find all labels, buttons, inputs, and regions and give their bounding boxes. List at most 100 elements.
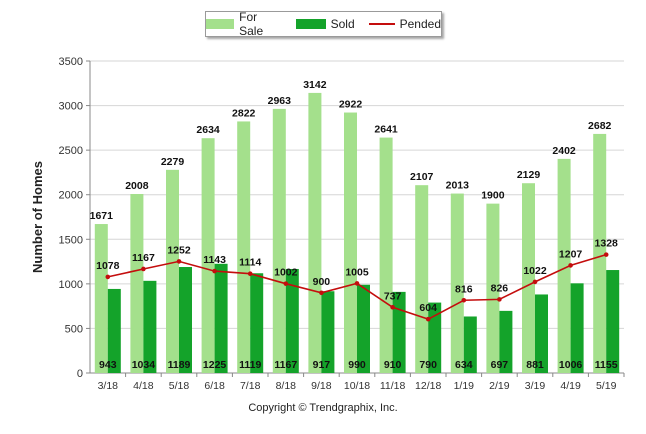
bar-for-sale <box>593 133 607 373</box>
bar-sold <box>463 316 477 373</box>
data-label-for-sale: 1900 <box>481 190 505 202</box>
legend: For Sale Sold Pended <box>205 10 442 38</box>
point-pended <box>354 281 360 286</box>
bar-for-sale <box>450 193 464 373</box>
point-pended <box>425 316 431 322</box>
data-label-for-sale: 2129 <box>517 169 541 181</box>
bar-for-sale <box>166 169 179 373</box>
legend-swatch-pended <box>368 23 395 25</box>
data-label-for-sale: 2822 <box>232 107 256 119</box>
data-label-for-sale: 2402 <box>552 145 576 157</box>
data-label-sold: 790 <box>419 359 437 371</box>
bar-sold <box>143 280 157 373</box>
bar-sold <box>357 284 370 373</box>
bar-sold <box>179 267 192 373</box>
data-label-pended: 1167 <box>132 252 155 264</box>
y-tick-label: 2000 <box>59 190 83 202</box>
x-tick-label: 1/19 <box>454 380 475 392</box>
data-label-for-sale: 2013 <box>446 180 470 192</box>
data-label-for-sale: 1671 <box>90 210 114 222</box>
legend-label-sold: Sold <box>330 17 355 31</box>
point-pended <box>247 271 253 276</box>
y-axis-title: Number of Homes <box>30 161 45 273</box>
data-label-pended: 1252 <box>167 244 191 256</box>
x-tick-label: 10/18 <box>344 380 370 392</box>
point-pended <box>176 259 182 264</box>
legend-swatch-for-sale <box>206 19 235 29</box>
y-tick-label: 0 <box>77 368 83 380</box>
x-tick-label: 7/18 <box>240 380 261 392</box>
x-tick-label: 3/18 <box>98 380 119 392</box>
y-tick-label: 3000 <box>59 101 83 113</box>
bar-for-sale <box>344 112 357 374</box>
bar-sold <box>214 263 228 373</box>
data-label-for-sale: 2008 <box>125 180 149 192</box>
point-pended <box>461 297 467 303</box>
y-tick-label: 1000 <box>59 279 83 291</box>
data-label-sold: 1167 <box>274 359 297 371</box>
data-label-for-sale: 2963 <box>268 95 292 107</box>
data-label-pended: 900 <box>313 276 331 288</box>
bar-for-sale <box>130 194 144 373</box>
bar-for-sale <box>94 224 108 373</box>
bar-sold <box>499 310 513 373</box>
bar-sold <box>570 283 584 373</box>
bar-sold <box>285 268 299 373</box>
legend-label-for-sale: For Sale <box>239 10 264 38</box>
footer-copyright: Copyright © Trendgraphix, Inc. <box>248 402 398 414</box>
data-label-sold: 1119 <box>239 359 261 371</box>
y-tick-label: 1500 <box>59 234 83 246</box>
x-tick-label: 5/18 <box>169 380 190 392</box>
data-label-pended: 816 <box>455 283 473 295</box>
point-pended <box>532 279 538 285</box>
data-label-pended: 1143 <box>203 254 226 266</box>
bar-for-sale <box>272 108 286 373</box>
x-tick-label: 8/18 <box>276 380 297 392</box>
point-pended <box>212 268 217 274</box>
point-pended <box>497 297 502 302</box>
x-tick-label: 5/19 <box>596 380 617 392</box>
bar-for-sale <box>201 138 215 373</box>
data-label-sold: 1155 <box>595 359 618 371</box>
bar-sold <box>428 302 442 373</box>
data-label-sold: 1034 <box>132 359 156 371</box>
data-label-sold: 697 <box>491 359 509 371</box>
x-tick-label: 3/19 <box>525 380 546 392</box>
y-tick-label: 500 <box>65 323 83 335</box>
x-tick-label: 2/19 <box>489 380 510 392</box>
data-label-for-sale: 2922 <box>339 99 363 111</box>
data-label-sold: 881 <box>526 359 544 371</box>
bar-for-sale <box>522 183 535 373</box>
y-tick-label: 3500 <box>59 56 83 68</box>
point-pended <box>283 281 289 286</box>
bar-for-sale <box>308 92 322 373</box>
legend-item-pended: Pended <box>368 17 441 31</box>
data-label-for-sale: 2641 <box>374 124 398 136</box>
point-pended <box>568 263 573 268</box>
data-label-pended: 826 <box>491 282 509 294</box>
data-label-pended: 1114 <box>239 257 261 269</box>
data-label-pended: 1022 <box>523 265 547 277</box>
point-pended <box>603 252 609 257</box>
data-label-for-sale: 2634 <box>196 124 220 136</box>
data-label-pended: 1005 <box>345 266 369 278</box>
data-label-sold: 910 <box>384 359 402 371</box>
bar-sold <box>250 273 264 373</box>
data-label-sold: 1006 <box>559 359 583 371</box>
point-pended <box>319 290 324 296</box>
bar-for-sale <box>237 121 251 373</box>
point-pended <box>105 274 111 280</box>
data-label-for-sale: 2279 <box>161 156 185 168</box>
data-label-sold: 990 <box>348 359 366 371</box>
x-tick-label: 9/18 <box>311 380 332 392</box>
bar-for-sale <box>486 203 500 373</box>
bar-for-sale <box>557 158 571 373</box>
x-tick-label: 12/18 <box>415 380 441 392</box>
legend-swatch-sold <box>295 19 326 29</box>
data-label-pended: 1078 <box>96 260 120 272</box>
point-pended <box>141 266 146 272</box>
data-label-for-sale: 2682 <box>588 120 612 132</box>
data-label-pended: 604 <box>419 302 437 314</box>
data-label-pended: 1328 <box>595 238 619 250</box>
data-label-sold: 634 <box>455 359 473 371</box>
